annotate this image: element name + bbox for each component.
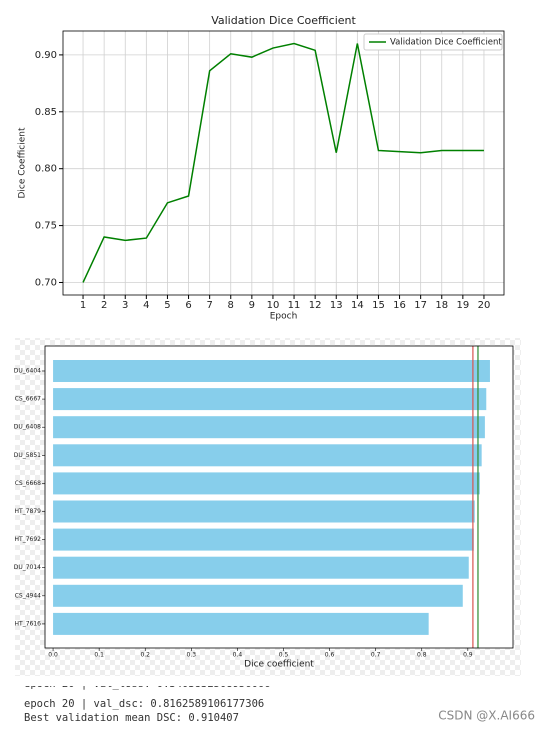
bar — [53, 388, 487, 411]
y-tick-label: DU_6404 — [14, 368, 41, 375]
x-tick-label: 0.6 — [325, 652, 335, 659]
x-tick-label: 0.5 — [279, 652, 289, 659]
console-line: Best validation mean DSC: 0.910407 — [24, 712, 239, 724]
x-tick-label: 0.9 — [463, 652, 473, 659]
x-tick-label: 20 — [478, 300, 491, 311]
console-line: epoch 20 | val_dsc: 0.8162589106177306 — [24, 698, 264, 710]
console-line: epoch 20 | val_loss: 0.3403832508956066 — [24, 678, 271, 690]
bar — [53, 500, 475, 523]
x-tick-label: 2 — [101, 300, 107, 311]
x-tick-label: 12 — [309, 300, 322, 311]
x-tick-label: 3 — [122, 300, 128, 311]
x-tick-label: 4 — [143, 300, 149, 311]
x-axis-label: Epoch — [270, 312, 298, 322]
bar — [53, 556, 469, 579]
x-tick-label: 0.1 — [94, 652, 104, 659]
x-tick-label: 7 — [206, 300, 212, 311]
x-axis-label: Dice coefficient — [244, 660, 314, 670]
x-tick-label: 0.3 — [187, 652, 197, 659]
x-tick-label: 0.7 — [371, 652, 381, 659]
y-tick-label: 0.75 — [35, 221, 57, 232]
x-tick-label: 9 — [249, 300, 255, 311]
x-tick-label: 11 — [288, 300, 301, 311]
plot-area — [63, 31, 504, 295]
y-tick-label: HT_7879 — [15, 508, 42, 515]
bar — [53, 416, 485, 439]
bar — [53, 360, 490, 382]
y-tick-label: HT_7692 — [15, 536, 42, 543]
x-tick-label: 1 — [80, 300, 86, 311]
x-tick-label: 0.0 — [48, 652, 58, 659]
y-tick-label: 0.80 — [35, 164, 57, 175]
y-tick-label: HT_7616 — [15, 620, 42, 627]
bar — [53, 528, 474, 551]
legend-box — [363, 33, 503, 51]
y-tick-label: 0.90 — [35, 50, 57, 61]
x-tick-label: 8 — [228, 300, 234, 311]
y-tick-label: CS_4944 — [15, 592, 41, 599]
x-tick-label: 19 — [456, 300, 469, 311]
bar — [53, 584, 463, 607]
x-tick-label: 6 — [185, 300, 191, 311]
x-tick-label: 18 — [435, 300, 448, 311]
x-tick-label: 13 — [330, 300, 343, 311]
y-tick-label: 0.70 — [35, 277, 57, 288]
data-line — [82, 42, 484, 283]
plot-frame — [62, 30, 505, 296]
console: epoch 20 | val_loss: 0.3403832508956066 … — [24, 678, 271, 724]
watermark: CSDN @X.AI666 — [438, 709, 535, 723]
x-tick-label: 15 — [372, 300, 385, 311]
x-tick-label: 10 — [267, 300, 280, 311]
x-tick-label: 5 — [164, 300, 170, 311]
plot-frame — [44, 345, 514, 649]
y-tick-label: DU_7014 — [14, 564, 41, 571]
y-axis-label: Dice Coefficient — [18, 127, 28, 198]
chart-title: Validation Dice Coefficient — [211, 14, 356, 27]
x-tick-label: 17 — [414, 300, 427, 311]
x-tick-label: 14 — [351, 300, 364, 311]
y-tick-label: DU_5851 — [14, 452, 41, 459]
x-tick-label: 0.2 — [140, 652, 150, 659]
x-tick-label: 16 — [393, 300, 406, 311]
x-tick-label: 0.4 — [233, 652, 243, 659]
bar — [53, 472, 480, 495]
y-tick-label: DU_6408 — [14, 424, 41, 431]
y-tick-label: 0.85 — [35, 107, 57, 118]
y-tick-label: CS_6667 — [15, 396, 41, 403]
legend-label: Validation Dice Coefficient — [390, 38, 502, 48]
y-tick-label: CS_6668 — [15, 480, 41, 487]
bar — [53, 612, 429, 635]
x-tick-label: 0.8 — [417, 652, 427, 659]
bar — [53, 444, 482, 467]
